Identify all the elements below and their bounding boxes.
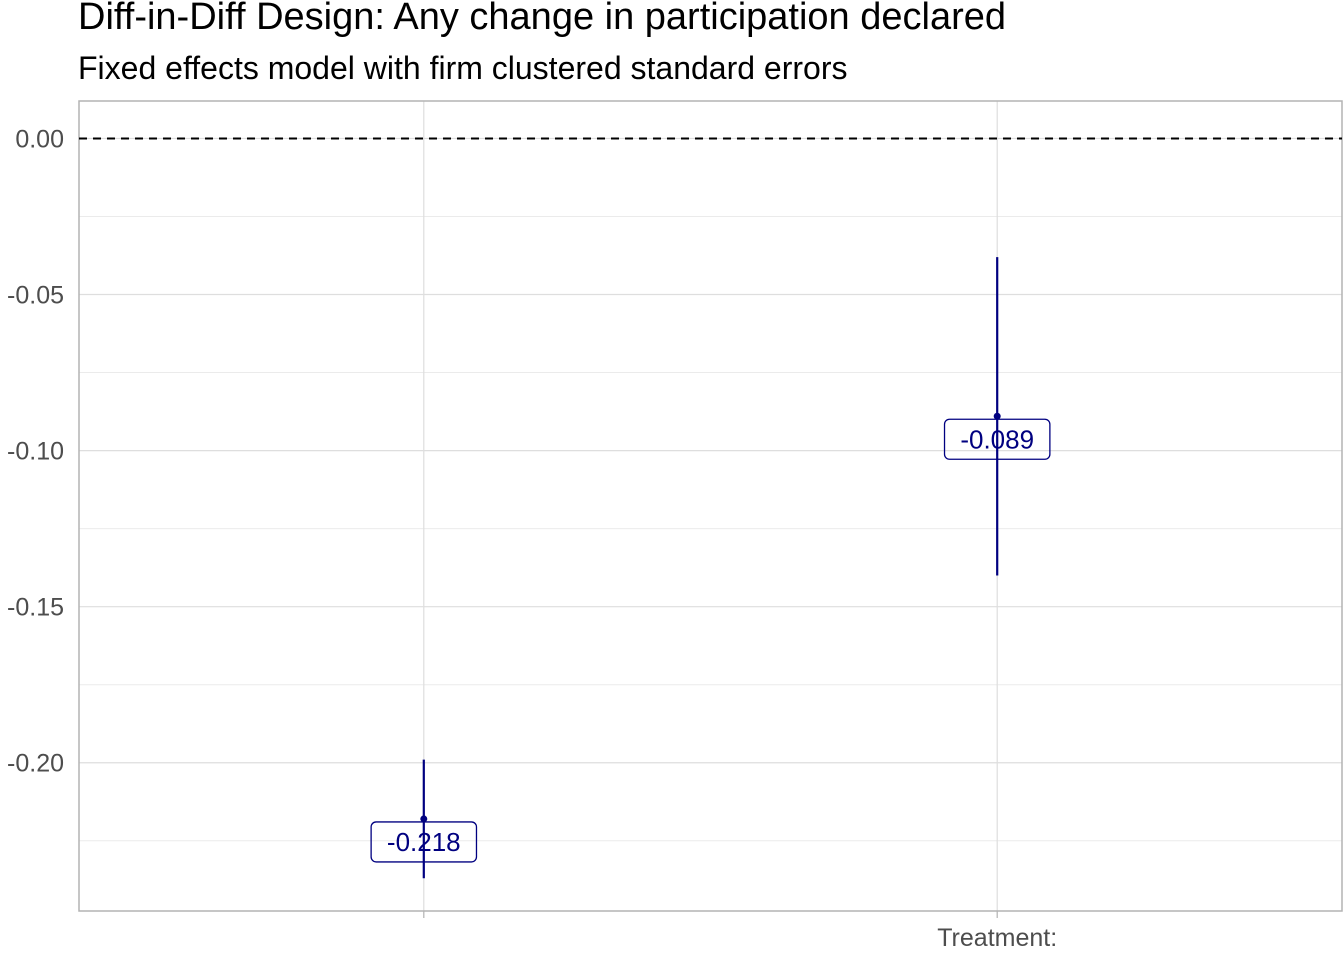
data-label-box <box>943 418 1051 460</box>
data-point <box>993 412 1001 420</box>
y-tick-label: -0.10 <box>7 438 64 466</box>
y-tick-label: -0.15 <box>7 594 64 622</box>
y-tick-label: 0.00 <box>15 125 64 153</box>
chart-title: Diff-in-Diff Design: Any change in parti… <box>78 0 1006 38</box>
y-tick-label: -0.20 <box>7 750 64 778</box>
data-label: -0.089 <box>960 424 1034 454</box>
x-tick-label: Treatment: <box>937 924 1057 952</box>
data-label-box <box>370 821 478 863</box>
data-label: -0.218 <box>387 827 461 857</box>
panel-border <box>78 100 1343 912</box>
chart-subtitle: Fixed effects model with firm clustered … <box>78 50 848 86</box>
data-point <box>420 815 428 823</box>
y-tick-label: -0.05 <box>7 282 64 310</box>
